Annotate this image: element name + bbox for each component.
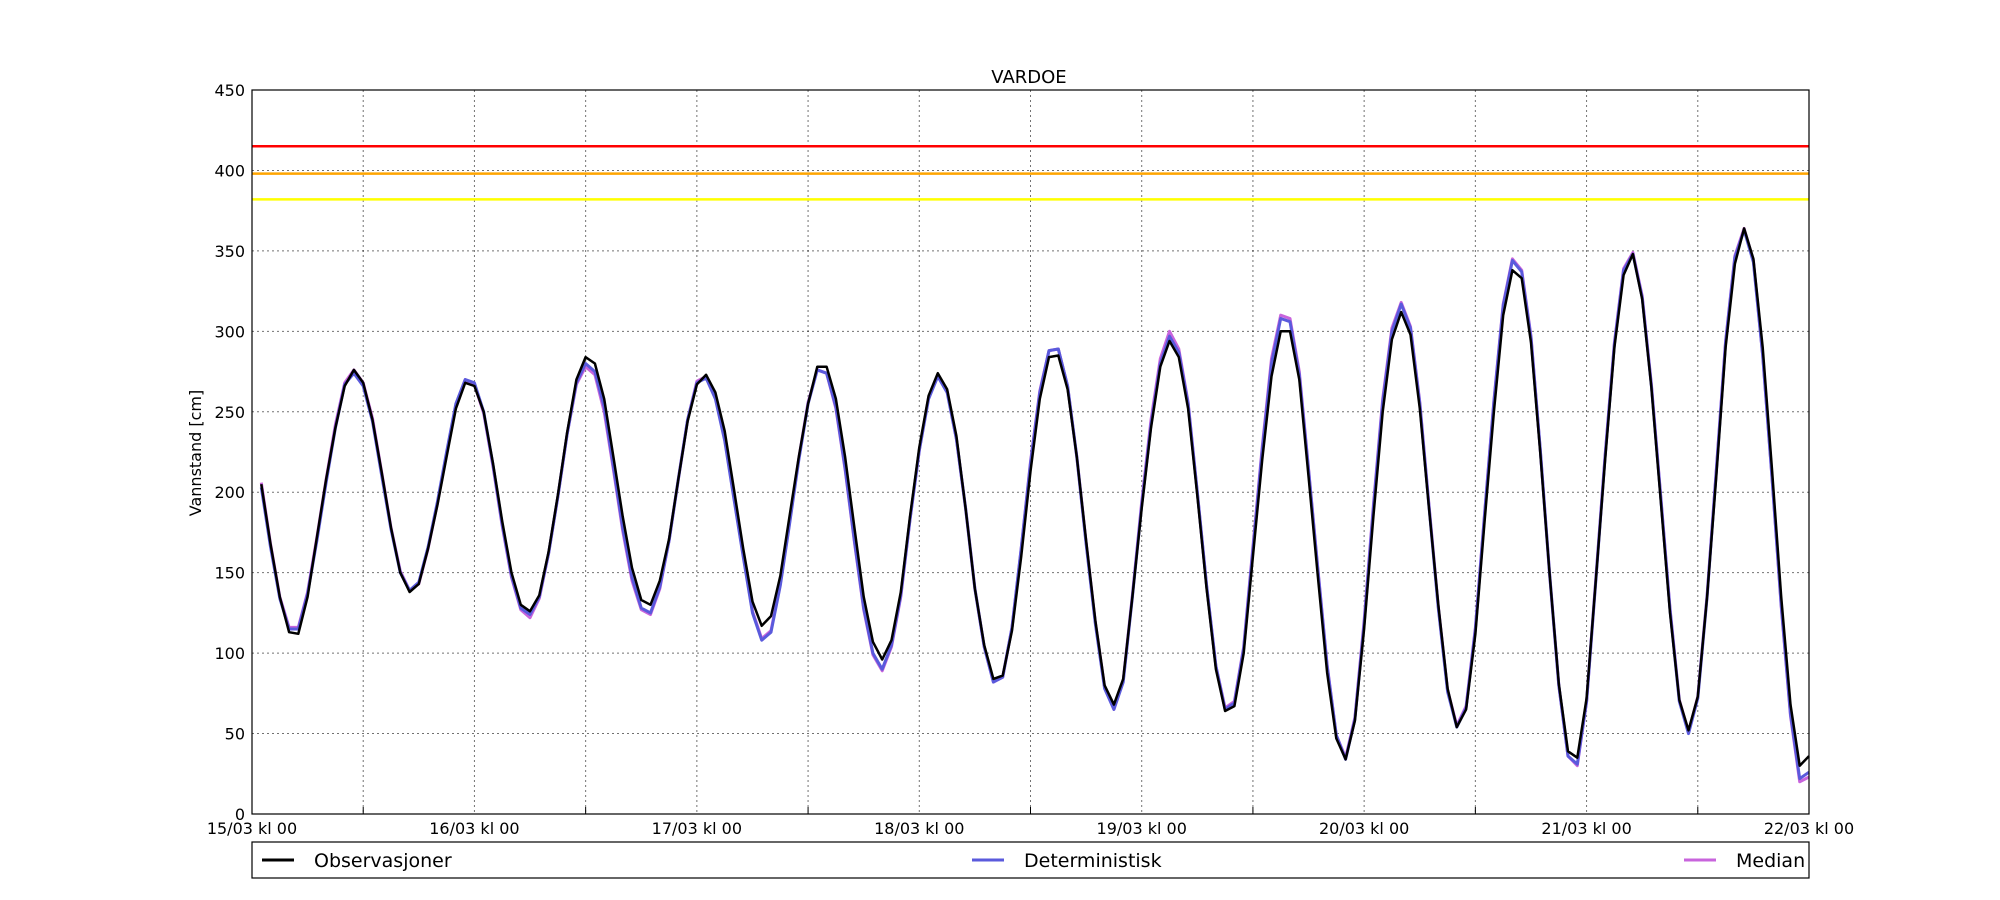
series-line-deterministisk — [259, 228, 1810, 781]
grid-lines — [252, 90, 1809, 814]
y-tick-label: 250 — [214, 403, 245, 422]
y-tick-label: 0 — [235, 805, 245, 824]
plot-frame — [251, 89, 1810, 815]
x-tick-label: 17/03 kl 00 — [652, 819, 742, 838]
y-axis-label: Vannstand [cm] — [186, 390, 205, 516]
series-line-median — [259, 226, 1810, 784]
y-tick-label: 450 — [214, 81, 245, 100]
y-tick-label: 100 — [214, 644, 245, 663]
threshold-lines — [252, 145, 1809, 201]
x-tick-label: 22/03 kl 00 — [1764, 819, 1854, 838]
x-tick-label: 16/03 kl 00 — [429, 819, 519, 838]
y-tick-label: 350 — [214, 242, 245, 261]
legend-label: Median — [1736, 850, 1805, 872]
x-tick-label: 18/03 kl 00 — [874, 819, 964, 838]
x-tick-labels: 15/03 kl 00 16/03 kl 00 17/03 kl 00 18/03 k… — [207, 819, 1854, 838]
series-lines — [259, 226, 1810, 784]
x-tick-label: 15/03 kl 00 — [207, 819, 297, 838]
x-tick-label: 20/03 kl 00 — [1319, 819, 1409, 838]
x-tick-label: 19/03 kl 00 — [1097, 819, 1187, 838]
chart-title: VARDOE — [991, 67, 1066, 88]
y-tick-label: 150 — [214, 564, 245, 583]
y-tick-label: 300 — [214, 322, 245, 341]
y-tick-label: 200 — [214, 483, 245, 502]
legend: Observasjoner Deterministisk Median — [251, 841, 1810, 879]
y-tick-label: 50 — [225, 725, 245, 744]
legend-label: Observasjoner — [314, 850, 452, 872]
y-tick-label: 400 — [214, 161, 245, 180]
series-line-observasjoner — [260, 227, 1810, 767]
x-tick-label: 21/03 kl 00 — [1541, 819, 1631, 838]
y-tick-labels: 0 50 100 150 200 250 300 350 400 450 — [214, 81, 245, 824]
legend-box — [251, 841, 1810, 879]
legend-label: Deterministisk — [1024, 850, 1162, 872]
